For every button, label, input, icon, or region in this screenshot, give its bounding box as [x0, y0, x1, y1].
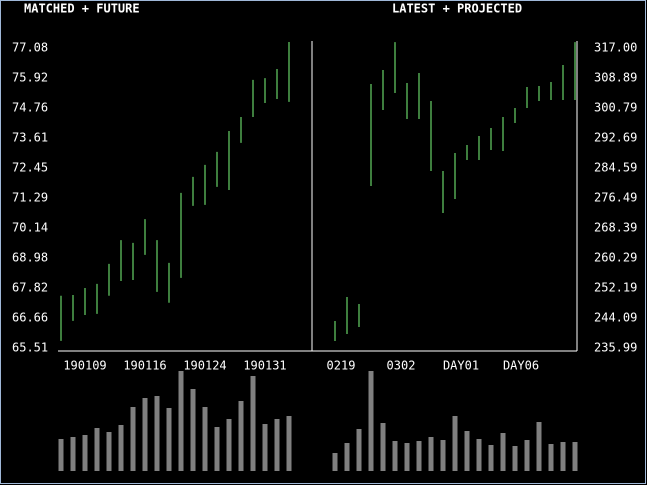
y-tick-label: 73.61 [12, 130, 48, 144]
x-tick-label: 0219 [327, 359, 356, 373]
y-tick-label: 72.45 [12, 161, 48, 175]
volume-bar [286, 416, 292, 471]
y-tick-label: 244.09 [594, 311, 637, 325]
volume-bar [262, 424, 268, 471]
y-tick-label: 292.69 [594, 131, 637, 145]
volume-bar [226, 419, 232, 471]
y-tick-label: 68.98 [12, 250, 48, 264]
volume-bar [392, 441, 398, 471]
y-tick-label: 77.08 [12, 40, 48, 54]
y-tick-label: 252.19 [594, 281, 637, 295]
volume-bar [118, 425, 124, 471]
volume-bar [332, 453, 338, 471]
volume-bar [356, 429, 362, 471]
x-tick-label: 190116 [123, 359, 166, 373]
volume-bar [380, 423, 386, 471]
volume-bar [178, 371, 184, 471]
volume-bar [536, 422, 542, 471]
y-tick-label: 235.99 [594, 341, 637, 355]
y-tick-label: 74.76 [12, 101, 48, 115]
volume-bar [512, 446, 518, 471]
volume-bar [94, 428, 100, 471]
y-tick-label: 308.89 [594, 71, 637, 85]
volume-bar [500, 433, 506, 471]
x-tick-label: DAY01 [443, 359, 479, 373]
volume-bar [154, 396, 160, 471]
y-tick-label: 66.66 [12, 311, 48, 325]
volume-bar [82, 435, 88, 471]
volume-bar [476, 439, 482, 471]
chart-title: MATCHED + FUTURE [24, 2, 140, 16]
y-tick-label: 276.49 [594, 191, 637, 205]
y-tick-label: 284.59 [594, 161, 637, 175]
volume-bar [142, 398, 148, 471]
volume-bar [58, 439, 64, 471]
x-tick-label: DAY06 [503, 359, 539, 373]
volume-bar [202, 407, 208, 471]
volume-bar [404, 443, 410, 471]
volume-bar [274, 419, 280, 471]
volume-bar [368, 371, 374, 471]
y-tick-label: 300.79 [594, 101, 637, 115]
volume-bar [524, 440, 530, 471]
volume-bar [166, 408, 172, 471]
volume-bar [428, 437, 434, 471]
x-tick-label: 190124 [183, 359, 226, 373]
volume-bar [190, 389, 196, 471]
volume-bar [440, 440, 446, 471]
y-tick-label: 317.00 [594, 40, 637, 54]
volume-bar [130, 407, 136, 471]
volume-bar [548, 444, 554, 471]
volume-bar [214, 427, 220, 471]
x-tick-label: 0302 [387, 359, 416, 373]
volume-bar [70, 437, 76, 471]
x-tick-label: 190131 [243, 359, 286, 373]
y-tick-label: 65.51 [12, 340, 48, 354]
y-tick-label: 70.14 [12, 220, 48, 234]
volume-bar [250, 376, 256, 471]
volume-bar [238, 401, 244, 471]
y-tick-label: 260.29 [594, 251, 637, 265]
y-tick-label: 67.82 [12, 281, 48, 295]
y-tick-label: 75.92 [12, 71, 48, 85]
y-tick-label: 71.29 [12, 191, 48, 205]
volume-bar [452, 416, 458, 471]
y-tick-label: 268.39 [594, 221, 637, 235]
volume-bar [488, 445, 494, 471]
volume-bar [572, 442, 578, 471]
volume-bar [106, 432, 112, 471]
volume-bar [344, 443, 350, 471]
chart-title: LATEST + PROJECTED [392, 2, 522, 16]
x-tick-label: 190109 [63, 359, 106, 373]
volume-bar [464, 431, 470, 471]
volume-bar [416, 441, 422, 471]
volume-bar [560, 442, 566, 471]
